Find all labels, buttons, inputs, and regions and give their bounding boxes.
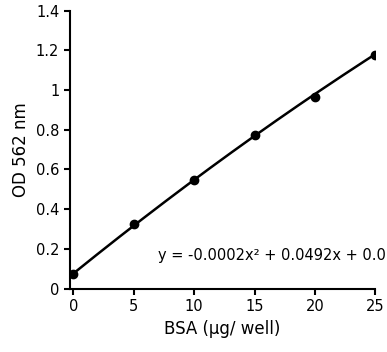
X-axis label: BSA (μg/ well): BSA (μg/ well) <box>164 320 281 338</box>
Y-axis label: OD 562 nm: OD 562 nm <box>12 102 30 197</box>
Text: y = -0.0002x² + 0.0492x + 0.0759: y = -0.0002x² + 0.0492x + 0.0759 <box>158 248 387 263</box>
